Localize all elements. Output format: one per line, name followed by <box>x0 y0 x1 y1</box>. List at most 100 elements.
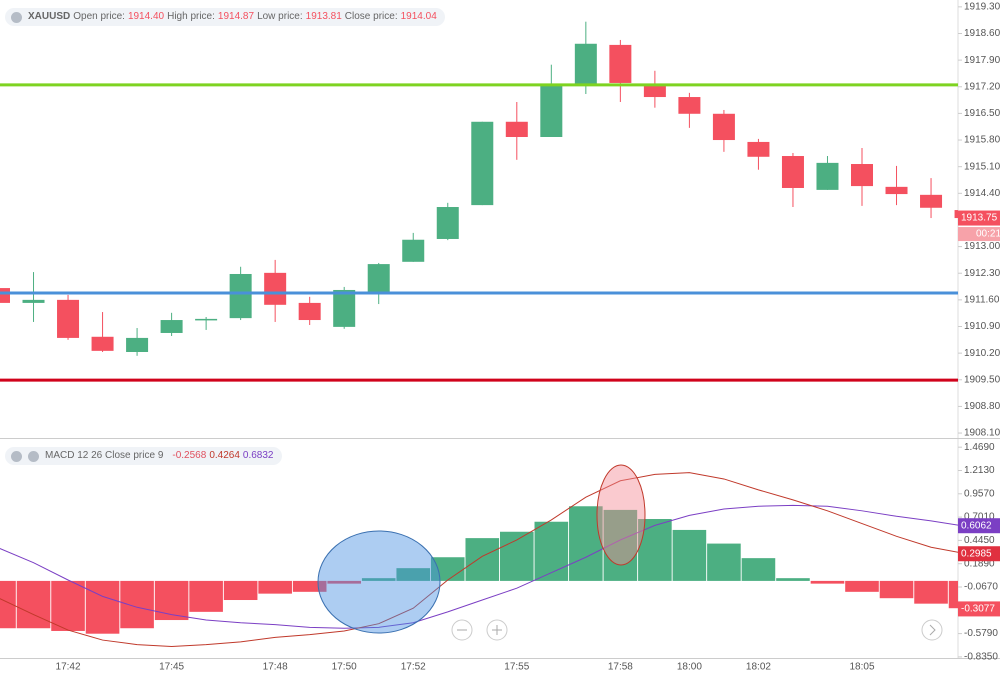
y-tick-label: 1919.30 <box>964 1 1000 12</box>
histogram-bar <box>16 580 51 629</box>
scroll-right-button[interactable] <box>921 619 943 641</box>
candle-body <box>195 318 218 321</box>
field-value: 1914.40 <box>127 11 165 22</box>
candle-body <box>816 162 839 190</box>
field-label: High price: <box>167 11 215 22</box>
candle-body <box>920 194 943 208</box>
x-tick-label: 17:45 <box>159 662 184 673</box>
y-tick-label: 1915.10 <box>964 161 1000 172</box>
close-icon[interactable] <box>11 450 22 462</box>
candle-body <box>678 97 701 114</box>
y-tick-label: 1.4690 <box>964 442 995 453</box>
x-tick-label: 17:50 <box>332 662 357 673</box>
last-value-label: 0.2985 <box>961 548 992 559</box>
y-tick-label: -0.8350 <box>964 652 998 663</box>
y-tick-label: 1911.60 <box>964 295 1000 306</box>
y-tick-label: 1917.90 <box>964 55 1000 66</box>
y-tick-label: 1909.50 <box>964 374 1000 385</box>
x-tick-label: 18:02 <box>746 662 771 673</box>
y-tick-label: 0.7010 <box>964 512 995 523</box>
candle-body <box>298 302 321 321</box>
readout: 0.6832 <box>242 450 274 461</box>
y-tick-label: -0.0670 <box>964 582 998 593</box>
indicator-title: MACD 12 26 Close price 9 <box>45 450 164 461</box>
y-tick-label: 0.1890 <box>964 558 995 569</box>
y-tick-label: 1908.10 <box>964 428 1000 439</box>
histogram-bar <box>258 580 292 594</box>
histogram-bar <box>914 580 948 604</box>
y-tick-label: 1917.20 <box>964 81 1000 92</box>
candle-body <box>540 86 563 137</box>
settings-icon[interactable] <box>11 11 22 23</box>
last-price-label: 1913.75 <box>961 213 998 224</box>
histogram-bar <box>879 580 914 599</box>
candle-body <box>126 337 149 352</box>
countdown: 00:21 <box>976 229 1000 240</box>
x-tick-label: 17:55 <box>504 662 529 673</box>
histogram-bar <box>51 580 85 631</box>
candle-body <box>747 141 770 157</box>
y-tick-label: 1918.60 <box>964 28 1000 39</box>
histogram-bar <box>672 529 707 581</box>
histogram-bar <box>465 538 500 581</box>
candle-body <box>22 299 45 303</box>
candle-body <box>885 186 908 195</box>
candle-body <box>229 273 252 319</box>
y-tick-label: 0.4450 <box>964 535 995 546</box>
x-tick-label: 18:05 <box>849 662 874 673</box>
symbol: XAUUSD <box>28 11 71 22</box>
histogram-bar <box>85 580 120 634</box>
x-tick-label: 17:48 <box>263 662 288 673</box>
histogram-bar <box>154 580 189 621</box>
candle-body <box>574 43 597 87</box>
candle-body <box>91 336 114 351</box>
candle-body <box>712 113 735 141</box>
y-tick-label: -0.5790 <box>964 628 998 639</box>
y-tick-label: 1.2130 <box>964 465 995 476</box>
y-tick-label: 1908.80 <box>964 401 1000 412</box>
last-value-label: 0.6062 <box>961 520 992 531</box>
histogram-bar <box>810 580 845 584</box>
last-value-label-bg <box>958 546 1000 562</box>
highlight-ellipse <box>596 464 646 566</box>
field-label: Open price: <box>73 11 125 22</box>
last-value-label-bg <box>958 601 1000 617</box>
histogram-bar <box>741 558 776 581</box>
last-value-label: -0.3077 <box>961 604 995 615</box>
zoom-out-button[interactable] <box>451 619 473 641</box>
candle-body <box>505 121 528 137</box>
macd-line <box>0 472 958 647</box>
candle-body <box>643 86 666 98</box>
settings-icon[interactable] <box>28 450 39 462</box>
last-price-label-bg <box>958 210 1000 226</box>
y-tick-label: 1915.80 <box>964 135 1000 146</box>
countdown-bg <box>958 227 1000 242</box>
field-value: 1914.04 <box>400 11 437 22</box>
zoom-in-button[interactable] <box>486 619 508 641</box>
y-tick-label: 0.9570 <box>964 488 995 499</box>
histogram-bar <box>120 580 154 629</box>
x-tick-label: 17:52 <box>401 662 426 673</box>
signal-line <box>0 504 958 629</box>
x-tick-label: 17:58 <box>608 662 633 673</box>
axis-bg <box>958 0 1000 678</box>
candle-body <box>471 121 494 206</box>
histogram-bar <box>396 568 431 581</box>
histogram-bar <box>189 580 223 612</box>
candle-body <box>781 156 804 188</box>
histogram-bar <box>0 580 16 629</box>
y-tick-label: 1916.50 <box>964 108 1000 119</box>
field-value: 1914.87 <box>217 11 255 22</box>
candle-body <box>264 272 287 305</box>
histogram-bar <box>776 578 810 581</box>
candle-body <box>57 299 80 338</box>
y-tick-label: 1913.00 <box>964 241 1000 252</box>
y-tick-label: 1914.40 <box>964 188 1000 199</box>
field-label: Low price: <box>257 11 303 22</box>
candle-body <box>851 164 873 187</box>
candle-body <box>333 289 356 327</box>
field-value: 1913.81 <box>305 11 342 22</box>
field-label: Close price: <box>344 11 398 22</box>
candle-body <box>0 288 10 303</box>
